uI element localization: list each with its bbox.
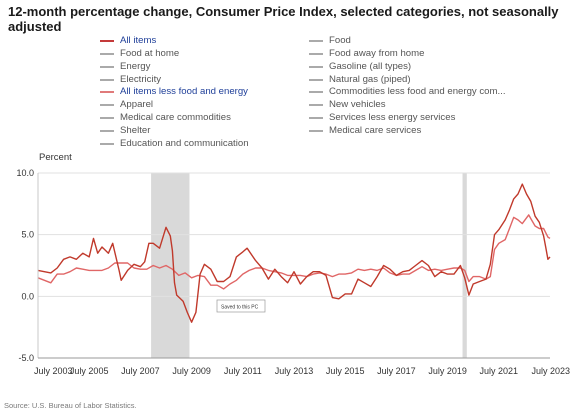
x-tick-label: July 2003 xyxy=(34,366,73,376)
legend-item-electricity[interactable]: Electricity xyxy=(100,74,161,86)
legend-item-energy[interactable]: Energy xyxy=(100,61,150,73)
legend-item-shelter[interactable]: Shelter xyxy=(100,125,150,137)
x-tick-label: July 2019 xyxy=(428,366,467,376)
legend-swatch xyxy=(100,91,114,94)
legend-label: Commodities less food and energy com... xyxy=(329,86,506,98)
legend-label: New vehicles xyxy=(329,99,386,111)
legend-label: Food at home xyxy=(120,47,180,59)
legend-swatch xyxy=(100,104,114,107)
legend-label: Education and communication xyxy=(120,137,249,149)
y-tick-label: 0.0 xyxy=(21,291,34,301)
legend-label: Gasoline (all types) xyxy=(329,60,412,72)
legend-item-natural-gas-piped[interactable]: Natural gas (piped) xyxy=(309,74,411,86)
legend-label: Food away from home xyxy=(329,47,425,59)
legend-label: Food xyxy=(329,35,351,46)
legend-label: Medical care commodities xyxy=(120,112,231,124)
x-tick-label: July 2017 xyxy=(377,366,416,376)
tooltip: Saved to this PC xyxy=(216,299,266,313)
legend-label: All items xyxy=(120,35,157,46)
legend-swatch xyxy=(100,78,114,81)
legend-item-apparel[interactable]: Apparel xyxy=(100,99,153,111)
legend-item-new-vehicles[interactable]: New vehicles xyxy=(309,99,386,111)
legend-swatch xyxy=(309,104,323,107)
legend-swatch xyxy=(100,129,114,132)
tooltip-text: Saved to this PC xyxy=(221,305,259,311)
legend-swatch xyxy=(309,117,323,120)
x-tick-label: July 2005 xyxy=(70,366,109,376)
legend-item-food-at-home[interactable]: Food at home xyxy=(100,48,179,60)
legend-label: Electricity xyxy=(120,73,162,85)
legend-item-gasoline-all-types[interactable]: Gasoline (all types) xyxy=(309,61,411,73)
legend-swatch xyxy=(309,40,323,42)
y-tick-label: -5.0 xyxy=(18,353,34,363)
legend-swatch xyxy=(309,129,323,132)
legend-swatch xyxy=(309,65,323,68)
legend-label: Natural gas (piped) xyxy=(329,73,411,85)
legend-item-medical-care-services[interactable]: Medical care services xyxy=(309,125,421,137)
legend-swatch xyxy=(309,91,323,94)
x-tick-label: July 2021 xyxy=(480,366,519,376)
grid-layer xyxy=(38,172,550,359)
legend-label: All items less food and energy xyxy=(120,86,248,98)
legend-swatch xyxy=(100,65,114,68)
legend-label: Apparel xyxy=(120,99,154,111)
legend-item-commodities-less-food-and-energy-com[interactable]: Commodities less food and energy com... xyxy=(309,86,506,98)
legend: All items Food at home Energy Electricity Al… xyxy=(0,0,580,150)
legend-label: Services less energy services xyxy=(329,112,456,124)
recession-band-2 xyxy=(462,173,467,358)
x-tick-label: July 2009 xyxy=(172,366,211,376)
legend-swatch xyxy=(100,117,114,120)
legend-swatch xyxy=(100,40,114,42)
legend-item-services-less-energy-services[interactable]: Services less energy services xyxy=(309,112,455,124)
x-tick-label: July 2007 xyxy=(121,366,160,376)
series-line-all-items-less-food-and-energy xyxy=(37,214,551,290)
legend-item-medical-care-commodities[interactable]: Medical care commodities xyxy=(100,112,231,124)
y-axis-label: Percent xyxy=(39,152,72,163)
legend-label: Energy xyxy=(120,60,151,72)
x-tick-label: July 2013 xyxy=(275,366,314,376)
x-tick-label: July 2011 xyxy=(224,366,262,376)
legend-swatch xyxy=(100,52,114,55)
y-tick-label: 5.0 xyxy=(21,230,34,240)
recession-shading-layer xyxy=(151,173,467,358)
source-note: Source: U.S. Bureau of Labor Statistics. xyxy=(4,401,137,410)
legend-swatch xyxy=(309,78,323,81)
legend-item-all-items-less-food-and-energy[interactable]: All items less food and energy xyxy=(100,86,248,98)
legend-item-food[interactable]: Food xyxy=(309,35,351,47)
legend-item-food-away-from-home[interactable]: Food away from home xyxy=(309,48,424,60)
legend-label: Shelter xyxy=(120,124,151,136)
legend-item-education-and-communication[interactable]: Education and communication xyxy=(100,138,249,150)
y-tick-label: 10.0 xyxy=(16,168,34,178)
legend-swatch xyxy=(309,52,323,55)
x-tick-label: July 2015 xyxy=(326,366,365,376)
tooltip-box xyxy=(216,299,266,313)
series-line-all-items xyxy=(37,183,551,323)
legend-label: Medical care services xyxy=(329,124,422,136)
legend-item-all-items[interactable]: All items xyxy=(100,35,156,47)
legend-swatch xyxy=(100,142,114,145)
series-layer xyxy=(37,183,551,323)
recession-band-1 xyxy=(151,173,190,358)
chart-title: 12-month percentage change, Consumer Pri… xyxy=(8,4,559,34)
x-tick-label: July 2023 xyxy=(531,366,570,376)
